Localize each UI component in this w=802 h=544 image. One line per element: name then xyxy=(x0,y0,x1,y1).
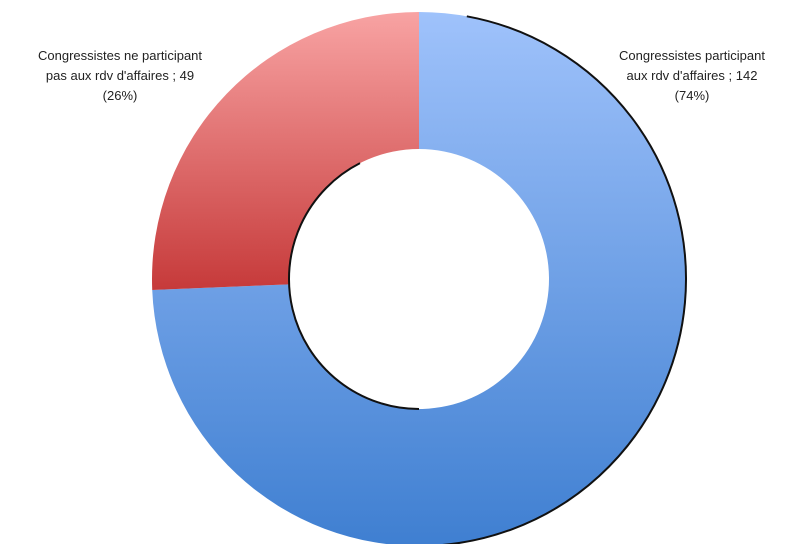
donut-inner-edge xyxy=(288,162,420,410)
slice-label-line: (26%) xyxy=(102,88,138,103)
donut-slice-0 xyxy=(152,12,686,544)
slice-label-line: (74%) xyxy=(674,88,710,103)
slice-label-line: Congressistes participant xyxy=(619,48,765,63)
slice-label-line: pas aux rdv d'affaires ; 49 xyxy=(45,68,195,83)
slice-label-line: Congressistes ne participant xyxy=(37,48,203,63)
slice-label-line: aux rdv d'affaires ; 142 xyxy=(626,68,758,83)
donut-slice-1 xyxy=(152,12,419,290)
slice-label-participating: Congressistes participant aux rdv d'affa… xyxy=(572,46,802,106)
donut-outer-edge xyxy=(441,15,687,544)
slice-label-not-participating: Congressistes ne participant pas aux rdv… xyxy=(0,46,240,106)
